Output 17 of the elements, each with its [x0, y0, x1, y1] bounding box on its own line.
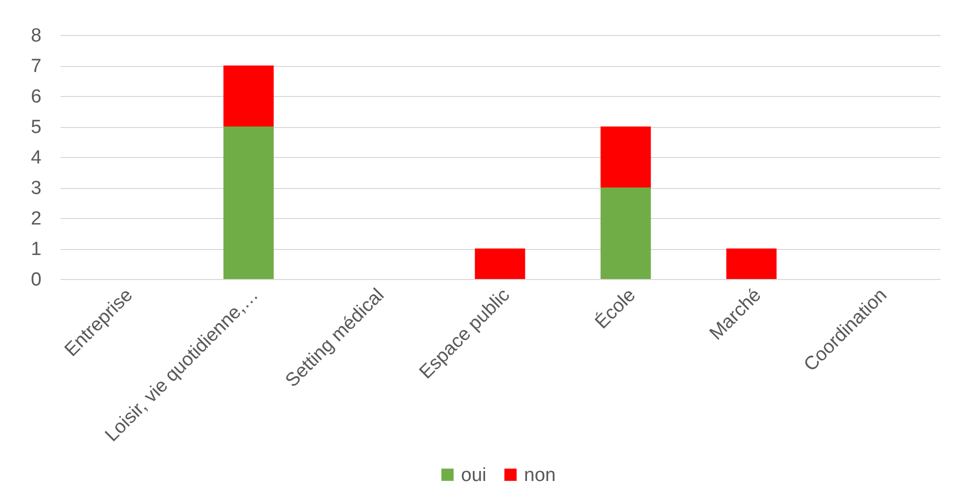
bar [223, 126, 274, 279]
bar [600, 188, 651, 279]
y-tick-label: 8 [30, 26, 42, 46]
y-tick-label: 4 [30, 148, 42, 168]
y-tick-label: 5 [30, 117, 42, 138]
legend-label: non [524, 464, 556, 486]
bar [474, 248, 526, 279]
y-tick-label: 0 [30, 270, 42, 290]
y-tick-label: 3 [30, 178, 42, 199]
bar [600, 126, 651, 188]
bar [726, 248, 777, 279]
y-tick-label: 1 [30, 239, 42, 260]
bar [223, 66, 274, 126]
y-tick-label: 7 [30, 56, 42, 77]
legend-label: oui [461, 464, 486, 486]
y-tick-label: 6 [30, 86, 42, 108]
y-tick-label: 2 [30, 208, 42, 230]
